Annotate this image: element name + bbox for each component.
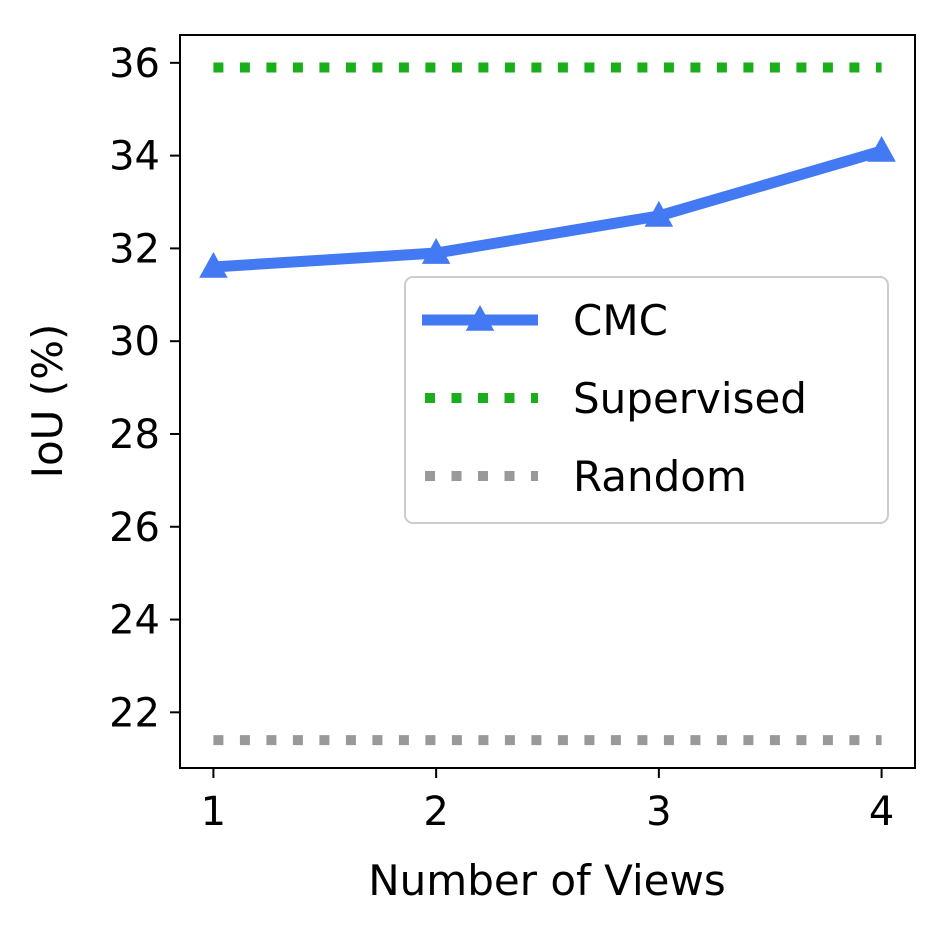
legend-label-random: Random (573, 452, 747, 501)
plot-frame (179, 34, 916, 769)
x-axis-label: Number of Views (368, 856, 725, 905)
data-point-cmc (421, 238, 451, 264)
y-tick-label: 26 (109, 505, 160, 551)
y-tick-label: 22 (109, 690, 160, 736)
data-point-cmc (644, 200, 674, 227)
legend-label-supervised: Supervised (573, 374, 807, 423)
x-tick-label: 3 (646, 789, 671, 835)
y-tick-label: 28 (109, 412, 160, 458)
y-ticks: 22 24 26 28 30 32 34 36 (109, 41, 180, 736)
y-tick-label: 36 (109, 41, 160, 87)
y-tick-label: 24 (109, 598, 160, 644)
data-point-cmc (867, 135, 896, 162)
y-tick-label: 30 (109, 319, 160, 365)
x-tick-label: 2 (423, 789, 448, 835)
y-tick-label: 32 (109, 226, 160, 272)
legend: CMC Supervised Random (404, 276, 889, 524)
x-tick-label: 4 (869, 789, 894, 835)
series-line-cmc (213, 145, 884, 273)
y-axis-label: IoU (%) (23, 324, 72, 479)
series-layer (199, 62, 896, 746)
x-tick-label: 1 (201, 789, 226, 835)
x-ticks: 1 2 3 4 (201, 768, 894, 835)
legend-label-cmc: CMC (573, 296, 668, 345)
legend-marker-cmc (465, 305, 495, 331)
y-tick-label: 34 (109, 134, 160, 180)
legend-box (404, 276, 889, 524)
data-point-cmc (199, 251, 228, 278)
